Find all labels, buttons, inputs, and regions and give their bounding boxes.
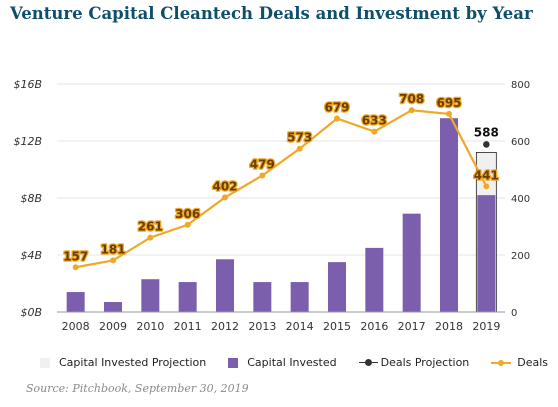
legend: Capital Invested Projection Capital Inve… <box>40 356 548 369</box>
deals-data-label: 261 <box>138 220 163 234</box>
x-axis-tick-label: 2012 <box>211 320 239 333</box>
legend-label: Capital Invested Projection <box>59 356 207 369</box>
deals-point <box>483 183 490 190</box>
deals-line <box>72 107 490 271</box>
deals-line-path <box>75 109 488 269</box>
source-note: Source: Pitchbook, September 30, 2019 <box>26 382 249 395</box>
deals-point <box>446 110 452 117</box>
legend-item-capital-invested: Capital Invested <box>228 356 337 369</box>
deals-data-label: 633 <box>362 114 387 128</box>
deals-projection-swatch <box>358 359 378 366</box>
deals-point <box>408 107 415 114</box>
legend-label: Deals <box>517 356 549 369</box>
x-axis-tick-label: 2013 <box>248 320 276 333</box>
left-axis-tick-label: $16B <box>13 78 42 91</box>
x-axis-tick-label: 2015 <box>323 320 351 333</box>
capital-invested-bar <box>477 195 496 312</box>
deals-data-label: 157 <box>63 249 88 263</box>
legend-item-capital-projection: Capital Invested Projection <box>40 356 206 369</box>
right-axis-tick-label: 800 <box>511 80 530 91</box>
right-axis-tick-label: 400 <box>511 194 530 205</box>
x-axis-tick-label: 2011 <box>174 320 202 333</box>
capital-invested-bars <box>66 118 497 313</box>
axes: $0B $4B $8B $12B $16B 0 200 400 600 800 2008 2009 20… <box>13 78 530 333</box>
deals-point <box>296 145 303 152</box>
x-axis-tick-label: 2014 <box>286 320 314 333</box>
x-axis-tick-label: 2008 <box>62 320 90 333</box>
deals-point <box>72 264 79 271</box>
deals-point <box>222 194 228 201</box>
capital-invested-bar <box>141 279 160 312</box>
gridlines <box>57 83 505 313</box>
left-axis-tick-label: $4B <box>20 249 42 262</box>
capital-invested-swatch <box>228 357 239 368</box>
deals-data-label: 181 <box>100 242 125 256</box>
right-axis-tick-label: 600 <box>511 137 530 148</box>
left-axis-tick-label: $8B <box>20 192 42 205</box>
deals-data-label: 708 <box>399 92 424 106</box>
right-axis-tick-label: 0 <box>511 308 517 319</box>
capital-invested-bar <box>253 282 272 312</box>
deals-data-label: 479 <box>250 157 275 171</box>
capital-invested-bar <box>402 213 421 312</box>
capital-invested-bar <box>178 282 197 312</box>
deals-point <box>259 172 266 179</box>
deals-data-label: 306 <box>175 207 200 221</box>
legend-item-deals: Deals <box>491 356 548 369</box>
deals-data-label: 573 <box>287 131 312 145</box>
capital-invested-bar <box>365 247 384 312</box>
x-axis-tick-label: 2018 <box>435 320 463 333</box>
deals-data-label: 441 <box>474 168 499 182</box>
legend-label: Capital Invested <box>247 356 337 369</box>
deals-data-label: 695 <box>436 96 461 110</box>
capital-invested-bar <box>66 292 85 312</box>
capital-invested-bar <box>290 282 309 312</box>
deals-point <box>371 128 378 135</box>
left-axis-tick-label: $0B <box>20 306 42 319</box>
x-axis-tick-label: 2010 <box>136 320 164 333</box>
capital-invested-bar <box>104 302 122 312</box>
capital-invested-bar <box>216 259 234 312</box>
x-axis-tick-label: 2019 <box>472 320 500 333</box>
x-axis-tick-label: 2016 <box>360 320 388 333</box>
x-axis-tick-label: 2009 <box>99 320 127 333</box>
x-axis-tick-label: 2017 <box>398 320 426 333</box>
deals-data-label: 402 <box>212 179 237 193</box>
left-axis-tick-label: $12B <box>13 135 42 148</box>
capital-invested-bar <box>328 262 346 312</box>
deals-projection-point <box>483 141 490 148</box>
right-axis-tick-label: 200 <box>511 251 530 262</box>
deals-data-label: 679 <box>324 100 349 114</box>
deals-projection-label: 588 <box>474 125 499 139</box>
deals-point <box>147 234 154 241</box>
capital-projection-swatch <box>40 357 50 368</box>
deals-point <box>334 115 340 122</box>
legend-item-deals-projection: Deals Projection <box>358 356 470 369</box>
deals-point <box>110 257 116 264</box>
deals-swatch <box>491 359 512 366</box>
legend-label: Deals Projection <box>380 356 470 369</box>
deals-point <box>184 221 191 228</box>
data-labels: 588 157 181 261 306 402 479 573 679 633 708 695 441 <box>62 91 500 265</box>
capital-invested-bar <box>440 118 458 312</box>
chart-title: Venture Capital Cleantech Deals and Inve… <box>10 4 533 23</box>
